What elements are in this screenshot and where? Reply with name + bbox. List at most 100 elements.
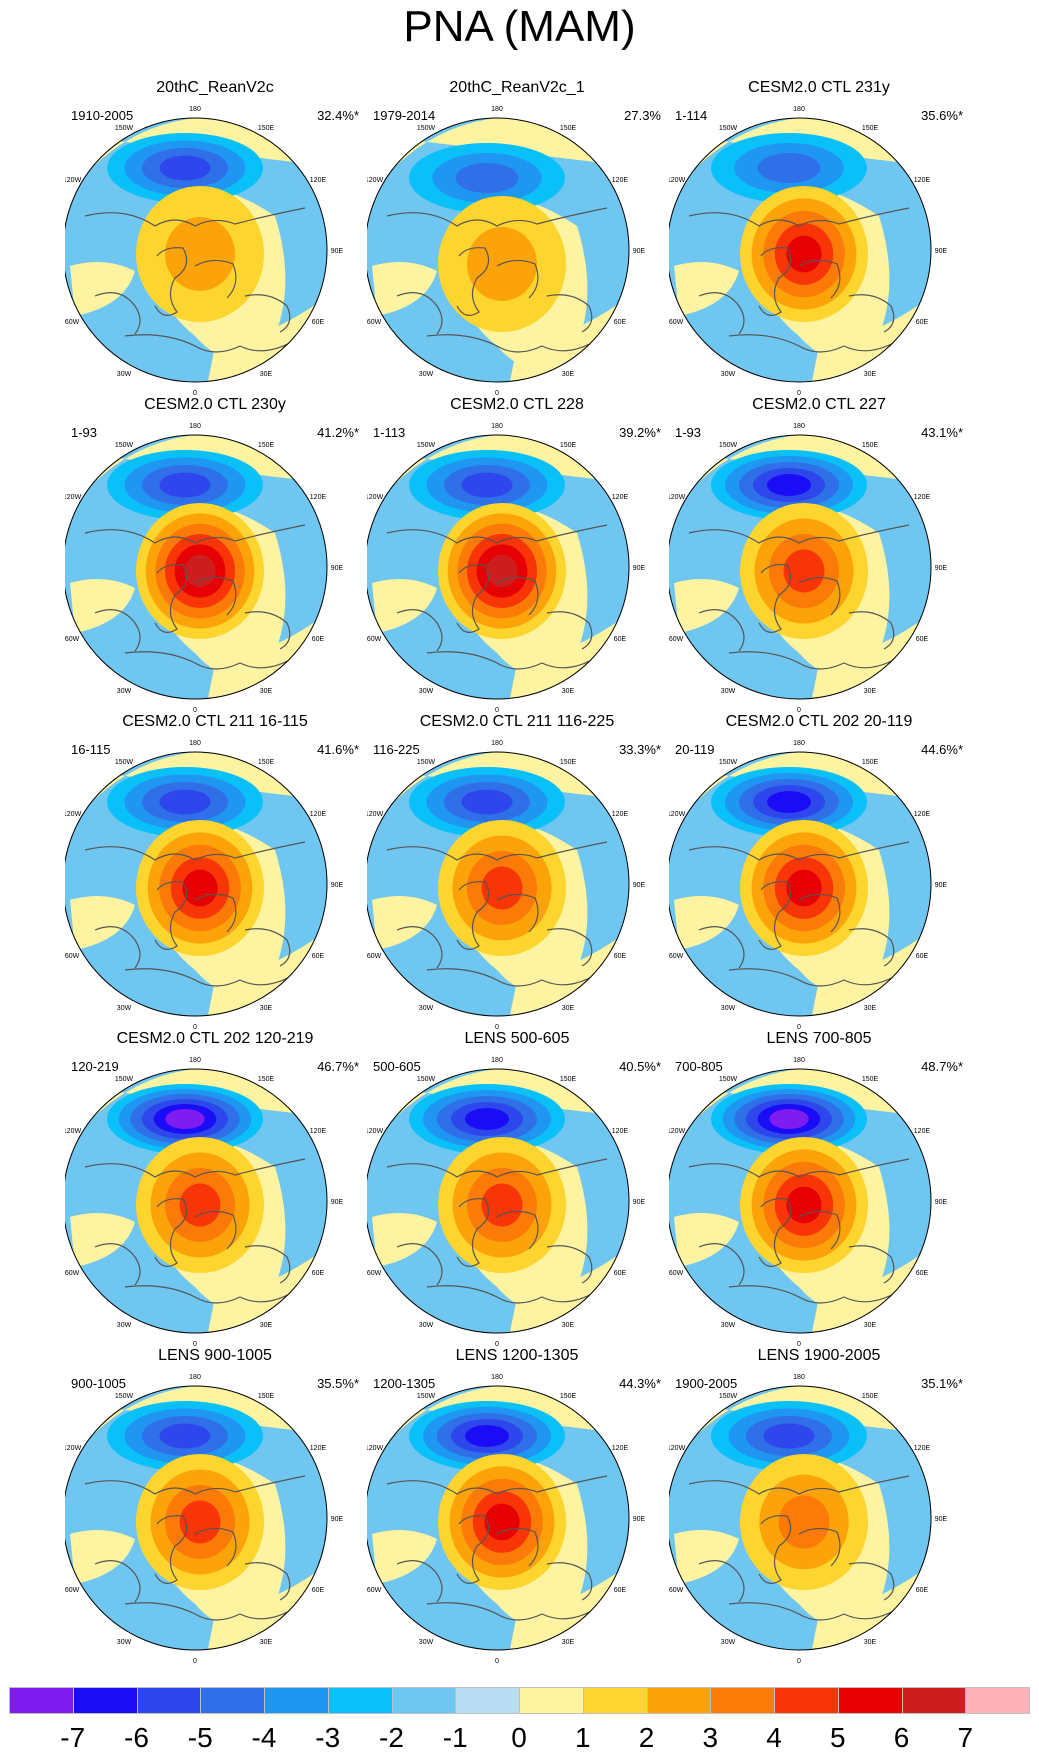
coastline [84,524,306,544]
longitude-label: 150W [719,1393,738,1400]
longitude-label: 30W [721,688,736,695]
positive-contour [486,554,518,588]
positive-contour [786,1186,822,1224]
longitude-label: 30W [117,1005,132,1012]
longitude-label: 120W [65,494,82,501]
longitude-label: 180 [491,740,503,747]
longitude-label: 60E [312,636,325,643]
coastline [194,1210,237,1250]
longitude-label: 150W [115,125,134,132]
longitude-label: 150E [258,1393,275,1400]
positive-region [377,1386,629,1474]
coastline [848,928,895,967]
longitude-label: 150E [862,1076,879,1083]
map-panel: LENS 700-805 700-805 48.7%* 180 150E 120E 90E 6… [669,1029,969,1347]
coastline [84,841,306,861]
longitude-label: 120W [65,811,82,818]
colorbar-tick-label: 3 [702,1722,719,1753]
longitude-label: 60W [367,636,382,643]
longitude-label: 0 [797,707,801,713]
coastline [688,841,910,861]
coastline [386,1158,608,1178]
longitude-label: 30W [117,688,132,695]
longitude-label: 120W [669,1445,686,1452]
positive-contour [179,1500,221,1544]
longitude-label: 60W [367,953,382,960]
panel-year-range: 900-1005 [71,1376,126,1391]
positive-contour [783,549,825,593]
map-panel: 20thC_ReanV2c_1 1979-2014 27.3% 180 150E 120E… [367,78,667,396]
coastline [154,247,188,316]
positive-contour [184,554,216,588]
longitude-label: 30W [419,1322,434,1329]
longitude-label: 90E [331,1516,344,1523]
longitude-label: 180 [189,423,201,430]
colorbar-swatch [837,1687,903,1714]
longitude-label: 30E [260,1639,273,1646]
longitude-label: 90E [633,565,646,572]
coastline [456,1198,490,1267]
coastline [154,1198,188,1267]
positive-region [70,1213,135,1267]
longitude-label: 30W [721,1322,736,1329]
longitude-label: 120W [367,494,384,501]
coastline [396,292,443,335]
longitude-label: 90E [935,565,948,572]
coastline [848,1245,895,1284]
coastline [798,1527,841,1567]
positive-region [70,1530,135,1584]
longitude-label: 0 [495,1658,499,1664]
positive-region [372,896,437,950]
colorbar-swatch [901,1687,967,1714]
panel-variance: 43.1%* [921,425,963,440]
longitude-label: 150E [258,759,275,766]
longitude-label: 60E [916,1270,929,1277]
longitude-label: 30E [562,371,575,378]
longitude-label: 120E [310,177,327,184]
colorbar-tick-label: -7 [60,1722,86,1753]
coastline [848,1562,895,1601]
panel-title: CESM2.0 CTL 211 116-225 [419,713,615,730]
longitude-label: 30E [864,371,877,378]
longitude-label: 60W [65,1587,80,1594]
panel-title: CESM2.0 CTL 202 120-219 [116,1030,314,1047]
longitude-label: 60W [669,1270,684,1277]
map-panel: CESM2.0 CTL 202 20-119 20-119 44.6%* 180 150… [669,712,969,1030]
longitude-label: 30W [721,1005,736,1012]
longitude-label: 150E [258,442,275,449]
longitude-label: 150E [560,1393,577,1400]
longitude-label: 150E [862,1393,879,1400]
coastline [546,928,593,967]
longitude-label: 30E [864,688,877,695]
coastline [124,651,296,670]
longitude-label: 0 [495,1024,499,1030]
longitude-label: 60W [669,319,684,326]
coastline [698,1243,745,1286]
longitude-label: 120W [65,177,82,184]
panel-title: CESM2.0 CTL 231y [748,79,890,96]
positive-region [377,118,629,206]
longitude-label: 120W [367,1128,384,1135]
map-border [65,1385,328,1651]
longitude-label: 150W [719,1076,738,1083]
coastline [546,294,593,333]
positive-region [70,262,135,316]
longitude-label: 150E [862,759,879,766]
positive-region [75,1386,327,1474]
panel-year-range: 20-119 [675,742,715,757]
panel-title: LENS 700-805 [766,1030,872,1047]
longitude-label: 150W [115,1393,134,1400]
positive-region [377,752,629,840]
longitude-label: 150W [115,1076,134,1083]
polar-map: 180150E120E90E60E30E030W60W90W120W150W [669,1374,948,1664]
polar-map: 180150E120E90E60E30E030W60W90W120W150W [367,423,646,713]
panel-title: LENS 900-1005 [158,1347,272,1364]
polar-map: 180150E120E90E60E30E030W60W90W120W150W [65,740,344,1030]
longitude-label: 90E [331,882,344,889]
colorbar-tick-label: 1 [574,1722,591,1753]
coastline [94,926,141,969]
coastline [194,576,237,616]
coastline [94,1560,141,1603]
longitude-label: 30E [562,688,575,695]
map-border [65,434,328,700]
